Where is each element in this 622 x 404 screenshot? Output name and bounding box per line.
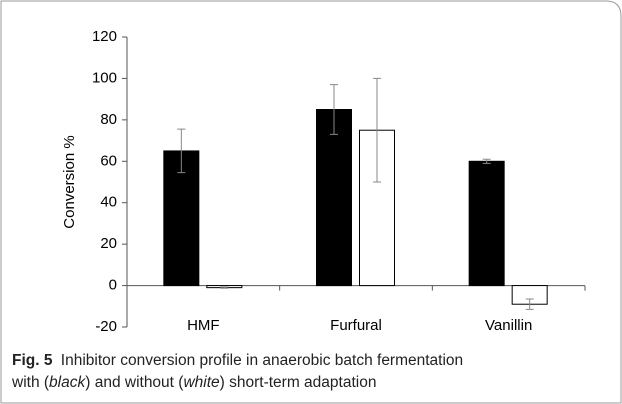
caption-line: with (black) and without (white) short-t… [11,374,376,391]
y-tick-label: 20 [100,235,117,252]
y-tick-label: 120 [92,28,117,45]
x-tick-label: Vanillin [485,317,532,334]
caption-text: with ( [11,374,50,391]
caption-text: Inhibitor conversion profile in anaerobi… [61,352,463,369]
caption-text: ) and without ( [85,374,184,391]
x-tick-label: Furfural [330,317,382,334]
error-bar [220,286,229,289]
y-tick-label: 40 [100,194,117,211]
caption-line: Fig. 5 Inhibitor conversion profile in a… [12,352,463,369]
y-tick-label: 80 [100,111,117,128]
error-bar [177,128,186,174]
x-tick-label: HMF [187,317,220,334]
y-axis-label: Conversion % [61,135,78,228]
caption-text: black [49,374,86,391]
bar [468,160,505,287]
y-tick-label: -20 [95,318,117,335]
caption-text: white [183,374,220,391]
error-bar [482,158,491,164]
y-tick-label: 60 [100,152,117,169]
y-tick-label: 0 [109,277,117,294]
error-bar [330,84,338,135]
bar [316,109,352,287]
caption-label: Fig. 5 [12,352,53,369]
bar [163,150,200,287]
error-bar [525,298,534,310]
error-bar [373,77,381,183]
caption-text: ) short-term adaptation [220,374,377,391]
y-tick-label: 100 [92,69,117,86]
